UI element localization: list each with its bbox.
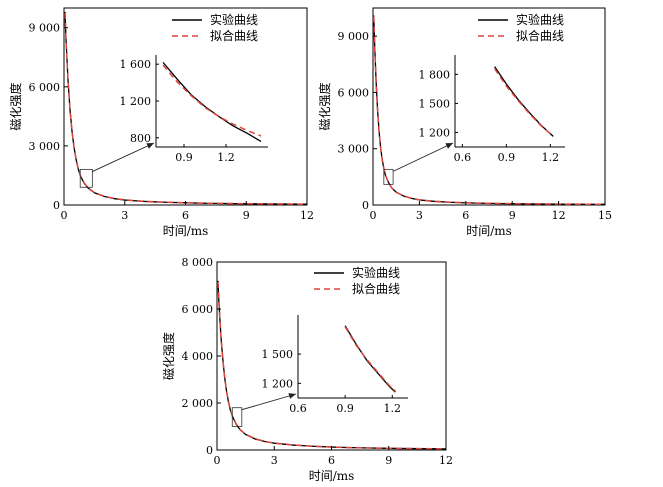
series-group <box>373 15 605 205</box>
inset-y-tick-label: 1 200 <box>419 126 451 139</box>
plot-frame <box>63 7 308 206</box>
x-tick-label: 3 <box>271 454 278 467</box>
inset-plot: 0.6 0.9 1.2 1 200 1 500 <box>262 315 408 415</box>
y-tick-label: 0 <box>53 199 60 212</box>
x-tick-label: 0 <box>370 209 377 222</box>
legend-fitted-label: 拟合曲线 <box>210 28 258 43</box>
x-tick-label: 15 <box>598 209 612 222</box>
chart-panel-2: 0 3 6 9 12 15 0 3 000 6 000 9 000 时间/ms 磁化强度 实验曲线拟合曲… <box>317 7 612 238</box>
chart-panel-3: 0 3 6 9 12 0 2 000 4 000 6 000 8 000 时间/ms 磁化强度 实验曲线… <box>161 256 453 483</box>
zoom-arrow-head <box>146 143 154 149</box>
inset-y-tick-label: 1 500 <box>419 97 451 110</box>
inset-plot: 0.9 1.2 800 1 200 1 600 <box>120 55 268 164</box>
inset-x-tick-label: 0.9 <box>498 151 516 164</box>
inset-x-tick-label: 0.9 <box>336 402 354 415</box>
legend-fitted-label: 拟合曲线 <box>516 28 564 43</box>
series-fitted-line <box>64 12 307 205</box>
inset-fitted-line <box>344 326 396 392</box>
y-axis-label: 磁化强度 <box>161 332 176 380</box>
series-experimental-line <box>373 15 605 205</box>
inset-plot: 0.6 0.9 1.2 1 200 1 500 1 800 <box>419 55 565 164</box>
series-fitted-line <box>373 16 605 205</box>
y-tick-label: 2 000 <box>182 397 214 410</box>
zoom-arrow-line <box>392 142 454 172</box>
x-tick-label: 6 <box>462 209 469 222</box>
inset-x-tick-label: 1.2 <box>542 151 560 164</box>
series-experimental-line <box>217 280 446 450</box>
plot-frame <box>372 7 606 206</box>
y-tick-label: 0 <box>206 444 213 457</box>
x-axis-label: 时间/ms <box>466 224 512 238</box>
legend-experimental-label: 实验曲线 <box>516 12 564 27</box>
inset-experimental-line <box>344 325 396 393</box>
zoom-region-box <box>383 168 394 185</box>
y-tick-label: 6 000 <box>29 81 61 94</box>
y-tick-label: 4 000 <box>182 350 214 363</box>
x-tick-label: 12 <box>439 454 453 467</box>
x-tick-label: 12 <box>552 209 566 222</box>
x-tick-label: 9 <box>243 209 250 222</box>
y-axis-label: 磁化强度 <box>8 82 23 130</box>
zoom-region-box <box>231 407 243 427</box>
inset-y-tick-label: 1 200 <box>262 377 294 390</box>
inset-y-tick-label: 1 200 <box>120 95 152 108</box>
x-tick-label: 9 <box>385 454 392 467</box>
x-tick-label: 0 <box>61 209 68 222</box>
y-tick-label: 9 000 <box>338 30 370 43</box>
series-experimental-line <box>64 11 307 205</box>
y-axis-label: 磁化强度 <box>317 82 332 130</box>
series-fitted-line <box>217 281 446 450</box>
inset-x-tick-label: 0.9 <box>175 151 193 164</box>
x-axis-label: 时间/ms <box>309 469 355 483</box>
inset-y-tick-label: 800 <box>130 132 151 145</box>
y-tick-label: 6 000 <box>338 86 370 99</box>
x-tick-label: 6 <box>182 209 189 222</box>
inset-y-tick-label: 1 600 <box>120 58 152 71</box>
legend-experimental-label: 实验曲线 <box>352 265 400 280</box>
inset-fitted-line <box>162 64 262 137</box>
legend-fitted-label: 拟合曲线 <box>352 281 400 296</box>
inset-x-tick-label: 0.6 <box>454 151 472 164</box>
inset-x-tick-label: 1.2 <box>217 151 235 164</box>
zoom-arrow-head <box>445 143 453 149</box>
y-tick-label: 3 000 <box>338 143 370 156</box>
zoom-arrow-line <box>241 393 297 411</box>
x-tick-label: 3 <box>121 209 128 222</box>
inset-experimental-line <box>494 66 554 137</box>
x-tick-label: 0 <box>214 454 221 467</box>
y-tick-label: 0 <box>362 199 369 212</box>
inset-y-tick-label: 1 500 <box>262 348 294 361</box>
series-group <box>64 11 307 205</box>
x-tick-label: 3 <box>416 209 423 222</box>
y-tick-label: 3 000 <box>29 140 61 153</box>
zoom-arrow-head <box>288 393 296 399</box>
x-tick-label: 6 <box>328 454 335 467</box>
inset-y-tick-label: 1 800 <box>419 68 451 81</box>
y-tick-label: 6 000 <box>182 303 214 316</box>
zoom-region-box <box>79 169 93 188</box>
y-tick-label: 9 000 <box>29 22 61 35</box>
plot-frame <box>216 261 447 451</box>
inset-x-tick-label: 0.6 <box>289 402 307 415</box>
y-tick-label: 8 000 <box>182 256 214 269</box>
inset-x-tick-label: 1.2 <box>384 402 402 415</box>
x-axis-label: 时间/ms <box>163 224 209 238</box>
legend-experimental-label: 实验曲线 <box>210 12 258 27</box>
x-tick-label: 9 <box>509 209 516 222</box>
x-tick-label: 12 <box>300 209 314 222</box>
zoom-arrow-line <box>92 142 155 172</box>
series-group <box>217 280 446 450</box>
inset-experimental-line <box>162 61 262 143</box>
